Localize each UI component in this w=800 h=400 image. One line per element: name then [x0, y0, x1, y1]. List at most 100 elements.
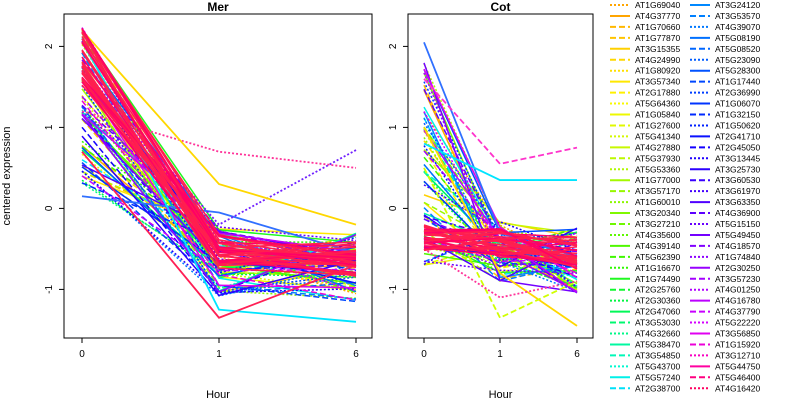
legend-label: AT1G74840 [715, 252, 760, 262]
series-line-notable [423, 142, 577, 181]
legend-label: AT4G37790 [715, 307, 760, 317]
panel-mer: Mer -1 0 1 2 0 1 6 Hour centered expression [1, 0, 373, 400]
y-tick-label: 0 [44, 205, 55, 211]
series-line [81, 106, 357, 295]
plot-frame [63, 13, 373, 339]
legend-label: AT3G63350 [715, 197, 760, 207]
legend-label: AT2G41710 [715, 131, 760, 141]
series-line [423, 88, 578, 294]
series-line [81, 95, 357, 291]
series-line [81, 69, 357, 267]
legend-label: AT4G24990 [635, 55, 680, 65]
legend-label: AT3G53030 [635, 318, 680, 328]
legend-label: AT2G47060 [635, 307, 680, 317]
legend-label: AT2G36990 [715, 88, 760, 98]
legend-label: AT3G56850 [715, 329, 760, 339]
legend-label: AT2G30250 [715, 263, 760, 273]
x-tick-label: 0 [79, 349, 85, 360]
series-line-notable [423, 126, 578, 327]
legend-label: AT4G39070 [715, 22, 760, 32]
legend-label: AT4G16780 [715, 296, 760, 306]
series-line [81, 106, 357, 294]
legend-label: AT5G22220 [715, 318, 760, 328]
series-line [81, 28, 357, 266]
legend-label: AT4G36900 [715, 208, 760, 218]
x-tick-label: 1 [497, 349, 503, 360]
series-line [81, 59, 357, 265]
series-line [423, 224, 578, 269]
legend-label: AT3G57340 [635, 77, 680, 87]
legend-label: AT1G50620 [715, 120, 760, 130]
legend-label: AT5G57240 [635, 372, 680, 382]
legend-label: AT3G60530 [715, 175, 760, 185]
legend-label: AT5G43700 [635, 361, 680, 371]
legend-label: AT3G25730 [715, 164, 760, 174]
legend-label: AT5G53360 [635, 164, 680, 174]
series-line [423, 128, 578, 234]
y-tick-label: 1 [388, 124, 399, 130]
legend-label: AT3G15355 [635, 44, 680, 54]
legend-label: AT5G49450 [715, 230, 760, 240]
legend-label: AT2G25760 [635, 285, 680, 295]
series-line [423, 72, 578, 264]
legend-label: AT4G37770 [635, 11, 680, 21]
series-line-notable [423, 167, 578, 319]
y-tick-label: 1 [44, 124, 55, 130]
series-line [81, 135, 357, 297]
series-line [423, 122, 578, 289]
legend-label: AT5G46400 [715, 372, 760, 382]
legend-label: AT4G39140 [635, 241, 680, 251]
legend-label: AT5G38470 [635, 339, 680, 349]
series-line [423, 117, 578, 293]
legend-label: AT4G27880 [635, 142, 680, 152]
legend-label: AT5G37930 [635, 153, 680, 163]
panel-cot: Cot -1 0 1 2 0 1 6 Hour [388, 0, 594, 400]
legend-label: AT5G44750 [715, 361, 760, 371]
series-line [81, 27, 357, 252]
legend-label: AT1G05840 [635, 110, 680, 120]
legend-label: AT5G08190 [715, 33, 760, 43]
x-axis-label: Hour [489, 389, 513, 400]
legend-label: AT3G24120 [715, 0, 760, 10]
series-line-notable [81, 195, 357, 254]
series-line-notable [423, 78, 578, 165]
legend-label: AT3G57230 [715, 274, 760, 284]
y-tick-label: 2 [388, 43, 399, 49]
series-line [81, 77, 357, 257]
legend-label: AT5G41340 [635, 131, 680, 141]
legend-label: AT1G77000 [635, 175, 680, 185]
legend-label: AT3G57170 [635, 186, 680, 196]
legend-label: AT1G69040 [635, 0, 680, 10]
x-tick-label: 6 [574, 349, 580, 360]
panel-title: Mer [207, 0, 229, 14]
legend-label: AT1G80920 [635, 66, 680, 76]
x-tick-label: 1 [216, 349, 222, 360]
x-tick-label: 6 [353, 349, 359, 360]
y-axis-label: centered expression [1, 126, 13, 225]
x-axis-label: Hour [206, 389, 230, 400]
legend-label: AT3G61970 [715, 186, 760, 196]
series-line [423, 231, 578, 247]
series-line [81, 41, 357, 259]
legend-label: AT4G32660 [635, 329, 680, 339]
y-tick-label: 0 [388, 205, 399, 211]
legend-label: AT1G77870 [635, 33, 680, 43]
series-line [81, 52, 357, 300]
legend-label: AT4G18570 [715, 241, 760, 251]
legend-label: AT2G30360 [635, 296, 680, 306]
legend-label: AT3G20340 [635, 208, 680, 218]
legend-label: AT5G28300 [715, 66, 760, 76]
legend: AT1G69040AT4G37770AT1G70660AT1G77870AT3G… [610, 0, 760, 393]
legend-label: AT3G13445 [715, 153, 760, 163]
legend-label: AT3G27210 [635, 219, 680, 229]
series-line-notable [81, 151, 357, 319]
legend-label: AT1G32150 [715, 110, 760, 120]
legend-label: AT4G16420 [715, 383, 760, 393]
legend-label: AT4G01250 [715, 285, 760, 295]
legend-label: AT1G60010 [635, 197, 680, 207]
legend-label: AT5G62390 [635, 252, 680, 262]
legend-label: AT5G15150 [715, 219, 760, 229]
x-tick-label: 0 [421, 349, 427, 360]
legend-label: AT1G27600 [635, 120, 680, 130]
